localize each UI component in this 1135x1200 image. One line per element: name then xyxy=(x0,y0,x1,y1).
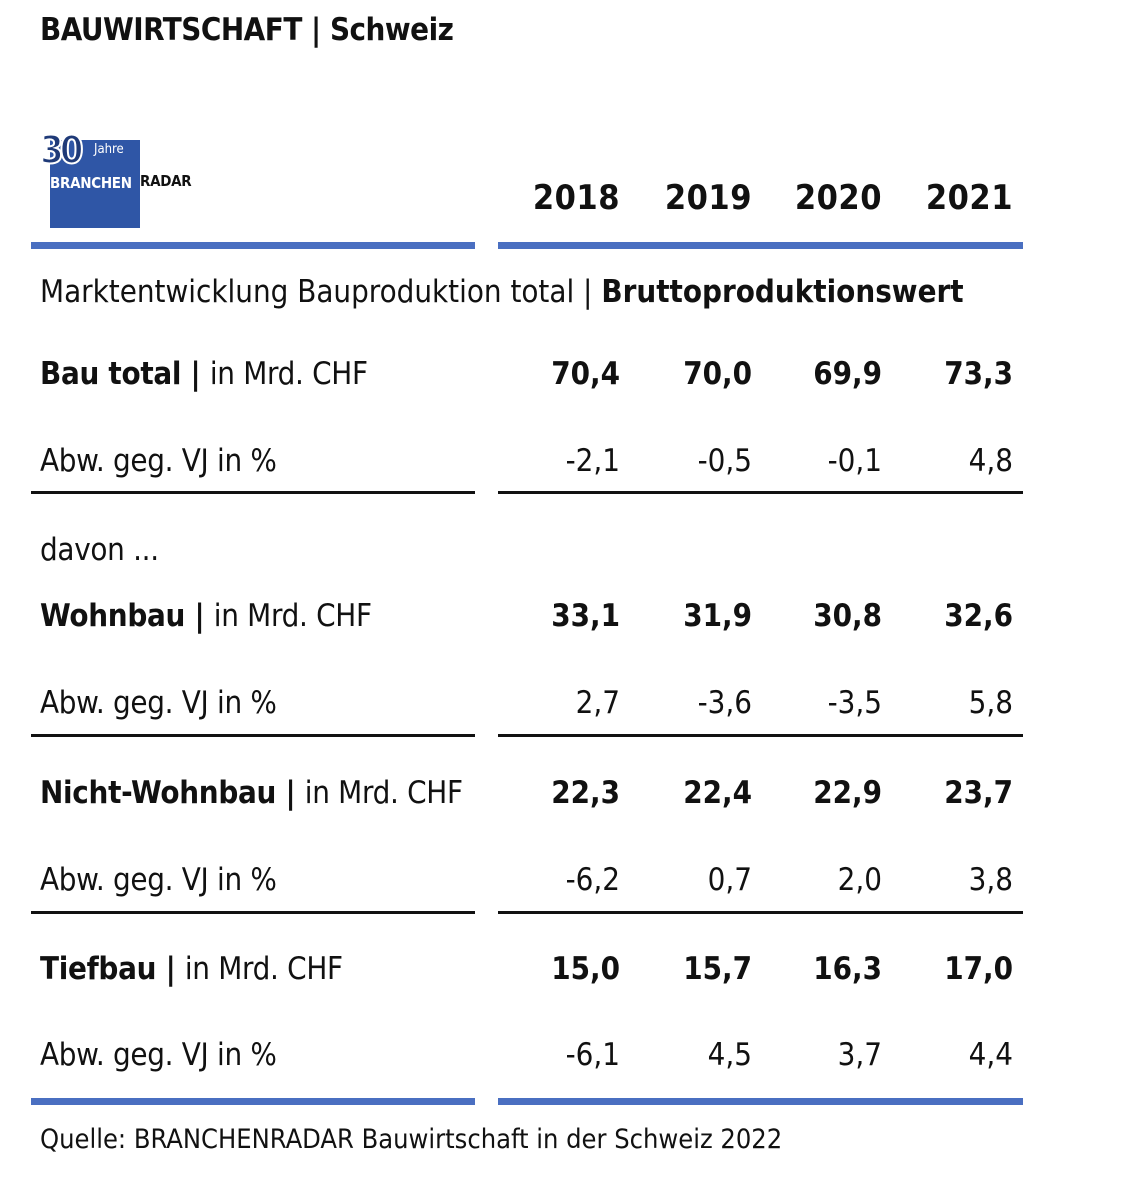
table-cell: 23,7 xyxy=(944,775,1013,811)
table-cell: 2,0 xyxy=(837,862,882,898)
table-cell: 2,7 xyxy=(575,685,620,721)
table-cell: -3,5 xyxy=(827,685,882,721)
table-cell: 69,9 xyxy=(813,356,882,392)
row-label-unit: Abw. geg. VJ in % xyxy=(40,443,277,479)
logo-anniversary-number: 30 xyxy=(39,127,85,173)
table-cell: 70,4 xyxy=(551,356,620,392)
logo-brand-right: RADAR xyxy=(140,172,192,190)
year-header-2020: 2020 xyxy=(794,178,882,218)
accent-rule xyxy=(31,1098,475,1105)
divider-rule xyxy=(31,911,475,914)
table-cell: 30,8 xyxy=(813,598,882,634)
table-cell: 3,7 xyxy=(837,1037,882,1073)
row-label-change: Abw. geg. VJ in % xyxy=(40,1037,277,1073)
row-label-change: Abw. geg. VJ in % xyxy=(40,862,277,898)
table-cell: 22,3 xyxy=(551,775,620,811)
title-region: Schweiz xyxy=(329,12,454,48)
row-label-unit: in Mrd. CHF xyxy=(213,598,372,634)
year-header-2021: 2021 xyxy=(925,178,1013,218)
table-cell: -0,1 xyxy=(827,443,882,479)
table-cell: 73,3 xyxy=(944,356,1013,392)
divider-rule xyxy=(31,491,475,494)
row-label-unit: in Mrd. CHF xyxy=(184,951,343,987)
table-cell: 5,8 xyxy=(968,685,1013,721)
table-cell: 32,6 xyxy=(944,598,1013,634)
table-cell: 4,8 xyxy=(968,443,1013,479)
row-label-category: Nicht-Wohnbau | xyxy=(40,775,305,811)
row-label-category: Wohnbau | xyxy=(40,598,214,634)
row-label-total: Bau total | in Mrd. CHF xyxy=(40,356,368,392)
table-cell: 33,1 xyxy=(551,598,620,634)
divider-rule xyxy=(498,491,1023,494)
branchenradar-logo: 30 Jahre BRANCHEN RADAR xyxy=(39,127,192,228)
table-cell: 4,5 xyxy=(707,1037,752,1073)
table-cell: 16,3 xyxy=(813,951,882,987)
table-cell: -3,6 xyxy=(697,685,752,721)
row-label-unit: in Mrd. CHF xyxy=(304,775,463,811)
row-label-change: Abw. geg. VJ in % xyxy=(40,443,277,479)
davon-label: davon ... xyxy=(40,532,159,568)
table-cell: -2,1 xyxy=(565,443,620,479)
title-separator: | xyxy=(301,12,330,48)
subtitle-light: Marktentwicklung Bauproduktion total | xyxy=(40,274,602,310)
year-header-2019: 2019 xyxy=(664,178,752,218)
row-label-total: Wohnbau | in Mrd. CHF xyxy=(40,598,372,634)
accent-rule xyxy=(498,242,1023,249)
year-header-2018: 2018 xyxy=(532,178,620,218)
row-label-category: Bau total | xyxy=(40,356,210,392)
accent-rule xyxy=(498,1098,1023,1105)
table-cell: 31,9 xyxy=(683,598,752,634)
table-cell: 17,0 xyxy=(944,951,1013,987)
divider-rule xyxy=(498,734,1023,737)
source-note: Quelle: BRANCHENRADAR Bauwirtschaft in d… xyxy=(40,1124,783,1155)
row-label-unit: Abw. geg. VJ in % xyxy=(40,1037,277,1073)
row-label-category: Tiefbau | xyxy=(40,951,185,987)
logo-jahre: Jahre xyxy=(94,142,124,157)
table-cell: 0,7 xyxy=(707,862,752,898)
table-cell: 3,8 xyxy=(968,862,1013,898)
subtitle-bold: Bruttoproduktionswert xyxy=(601,274,964,310)
table-cell: -0,5 xyxy=(697,443,752,479)
divider-rule xyxy=(498,911,1023,914)
table-cell: 22,9 xyxy=(813,775,882,811)
table-cell: 4,4 xyxy=(968,1037,1013,1073)
logo-brand: BRANCHEN RADAR xyxy=(50,172,192,192)
row-label-unit: Abw. geg. VJ in % xyxy=(40,685,277,721)
table-cell: -6,1 xyxy=(565,1037,620,1073)
table-cell: -6,2 xyxy=(565,862,620,898)
row-label-unit: in Mrd. CHF xyxy=(209,356,368,392)
row-label-total: Nicht-Wohnbau | in Mrd. CHF xyxy=(40,775,463,811)
divider-rule xyxy=(31,734,475,737)
table-subtitle: Marktentwicklung Bauproduktion total | B… xyxy=(40,274,964,310)
accent-rule xyxy=(31,242,475,249)
row-label-change: Abw. geg. VJ in % xyxy=(40,685,277,721)
logo-brand-left: BRANCHEN xyxy=(50,174,132,192)
table-cell: 15,7 xyxy=(683,951,752,987)
page-title: BAUWIRTSCHAFT | Schweiz xyxy=(40,12,454,48)
table-cell: 22,4 xyxy=(683,775,752,811)
table-cell: 70,0 xyxy=(683,356,752,392)
table-cell: 15,0 xyxy=(551,951,620,987)
row-label-total: Tiefbau | in Mrd. CHF xyxy=(40,951,343,987)
row-label-unit: Abw. geg. VJ in % xyxy=(40,862,277,898)
title-main: BAUWIRTSCHAFT xyxy=(40,12,302,48)
